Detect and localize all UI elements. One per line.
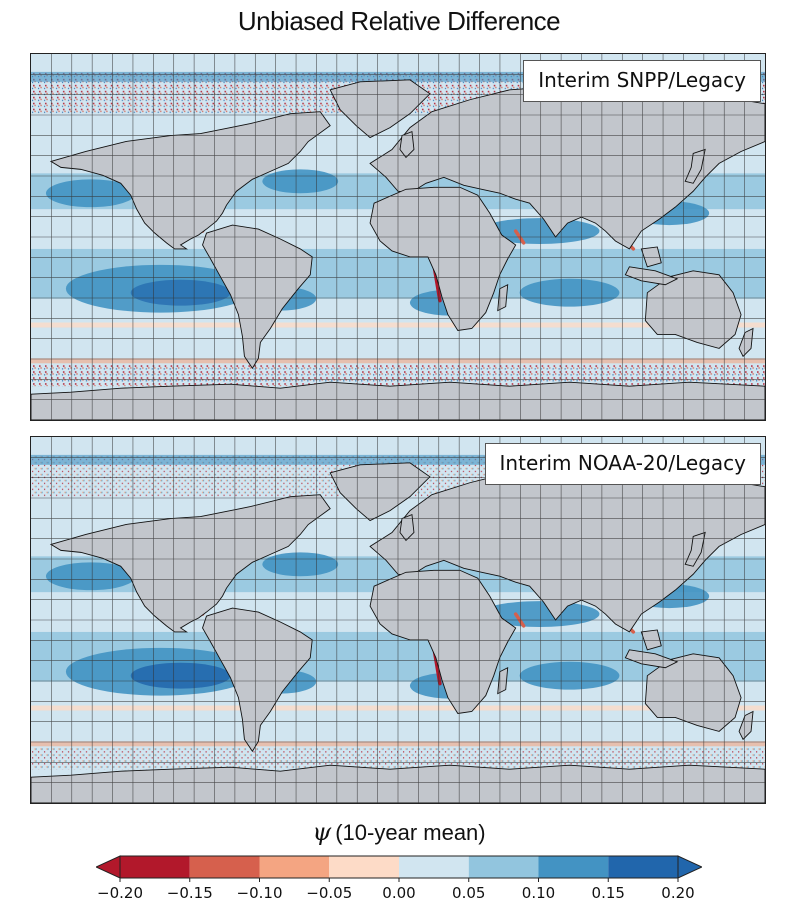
land-australia (644, 270, 742, 349)
colorbar-tick-label: 0.15 (592, 884, 625, 902)
colorbar-tick-label: −0.05 (306, 884, 352, 902)
colorbar-tick-label: 0.05 (452, 884, 485, 902)
land-greenland (329, 462, 431, 522)
colorbar-segment (468, 856, 539, 878)
land-britain (399, 130, 415, 159)
land-indonesia (624, 649, 679, 669)
map-panel-noaa20: Interim NOAA-20/Legacy (30, 436, 766, 804)
graticule (31, 437, 765, 803)
land-newZealand (738, 327, 754, 358)
colorbar-over-arrow (677, 855, 702, 879)
land-southAmerica (202, 224, 313, 370)
colorbar-segment (329, 856, 399, 878)
land-borneo (640, 629, 662, 651)
colorbar-tick-label: 0.20 (661, 884, 694, 902)
colorbar-segment (608, 856, 678, 878)
land-japan (684, 148, 706, 184)
land-australia (644, 653, 742, 732)
colorbar-title: ψ (10-year mean) (0, 818, 798, 846)
land-southAmerica (202, 607, 313, 753)
colorbar-tick-label: 0.00 (382, 884, 415, 902)
land-greenland (329, 79, 431, 139)
colorbar-title-text: (10-year mean) (335, 820, 486, 845)
colorbar-segment (399, 856, 469, 878)
land-indonesia (624, 266, 679, 286)
colorbar-symbol: ψ (312, 818, 332, 846)
panel-label-noaa20: Interim NOAA-20/Legacy (484, 443, 761, 485)
colorbar-under-arrow (96, 855, 121, 879)
colorbar-segment (538, 856, 609, 878)
colorbar: −0.20 −0.15 −0.10 −0.05 0.00 0.05 0.10 0.15 0.20 (96, 855, 702, 902)
land-northAmerica (49, 494, 331, 633)
panel-label-snpp: Interim SNPP/Legacy (523, 60, 761, 102)
colorbar-tick-label: −0.15 (167, 884, 213, 902)
world-map-snpp (31, 54, 765, 420)
colorbar-tick-label: 0.10 (522, 884, 555, 902)
world-map-noaa20 (31, 437, 765, 803)
colorbar-tick-label: −0.20 (97, 884, 143, 902)
map-panel-snpp: Interim SNPP/Legacy (30, 53, 766, 421)
colorbar-segment (120, 856, 190, 878)
land-newZealand (738, 710, 754, 741)
land-britain (399, 513, 415, 542)
land-japan (684, 531, 706, 567)
figure-title: Unbiased Relative Difference (237, 6, 561, 36)
land-northAmerica (49, 111, 331, 250)
land-borneo (640, 246, 662, 268)
graticule (31, 54, 765, 420)
colorbar-segment (259, 856, 330, 878)
colorbar-segment (189, 856, 260, 878)
colorbar-tick-label: −0.10 (237, 884, 283, 902)
